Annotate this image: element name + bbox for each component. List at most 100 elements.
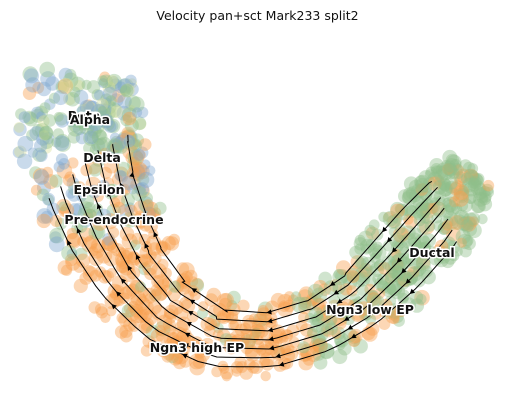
cell-point [223, 338, 240, 355]
cell-point [68, 181, 84, 196]
cell-point [455, 189, 468, 202]
cell-point [227, 290, 241, 305]
cell-point [282, 358, 294, 369]
cell-point [58, 67, 73, 82]
cell-point [472, 186, 487, 200]
cell-point [124, 118, 139, 133]
cell-point [396, 276, 410, 290]
cell-point [270, 292, 286, 308]
cell-point [119, 249, 133, 264]
cell-point [122, 144, 138, 160]
cell-point [438, 183, 453, 197]
stream-arrowhead [266, 309, 272, 315]
cell-point [128, 96, 145, 113]
cell-point [111, 89, 126, 103]
cell-point [302, 353, 315, 366]
cell-point [219, 307, 235, 323]
cell-point [178, 262, 195, 278]
cell-point [102, 93, 115, 106]
cell-point [391, 270, 404, 283]
cell-point [190, 336, 203, 349]
cell-point [168, 233, 180, 246]
cell-point [100, 97, 112, 108]
cell-point [374, 277, 388, 292]
cell-point [403, 176, 419, 191]
cell-point [145, 209, 161, 225]
cell-point [228, 320, 239, 331]
cell-point [188, 353, 205, 370]
cell-point [414, 241, 427, 255]
cell-point [361, 309, 372, 321]
cell-point [217, 312, 228, 323]
cell-point [478, 185, 491, 198]
cell-point [140, 344, 153, 357]
cell-point [146, 235, 162, 251]
cell-point [136, 293, 147, 304]
cell-point [365, 322, 380, 336]
cell-point [187, 276, 199, 287]
cell-point [369, 248, 382, 260]
cell-point [475, 187, 488, 200]
cell-point [166, 332, 183, 348]
stream-arrowhead [391, 247, 398, 253]
cell-point [472, 172, 485, 186]
cell-point [459, 245, 472, 258]
cell-point [162, 348, 175, 361]
cell-point [116, 105, 132, 121]
cell-point [240, 328, 253, 340]
cell-point [451, 214, 468, 231]
cell-point [378, 318, 391, 330]
cell-point [39, 61, 55, 78]
cell-point [424, 169, 436, 180]
cell-point [340, 271, 353, 284]
cell-point [284, 291, 295, 302]
cell-point [477, 213, 488, 225]
chart-title: Velocity pan+sct Mark233 split2 [156, 8, 359, 23]
cell-point [76, 106, 89, 119]
cell-point [391, 266, 406, 281]
cell-point [297, 341, 310, 354]
stream-arrowhead [347, 324, 354, 330]
cell-point [79, 100, 94, 115]
cell-point [126, 283, 140, 297]
cell-point [84, 101, 99, 116]
cell-point [444, 175, 458, 190]
cell-point [420, 250, 431, 261]
cell-point [399, 272, 415, 288]
cell-point [98, 78, 109, 89]
cell-point [450, 180, 465, 195]
cell-point [30, 184, 42, 196]
cell-point [117, 78, 134, 94]
cell-point [64, 68, 77, 81]
cell-point [406, 205, 418, 217]
cell-point [91, 103, 107, 120]
stream-arrowhead [111, 303, 117, 310]
cell-point [219, 333, 233, 346]
cell-point [101, 236, 115, 250]
cell-point [259, 356, 271, 368]
cell-point [321, 313, 332, 324]
cell-point [406, 237, 422, 254]
cell-point [449, 182, 463, 196]
cell-point [72, 121, 87, 135]
cell-point [86, 123, 102, 139]
cell-point [171, 352, 184, 365]
cell-point [18, 111, 31, 124]
cell-point [36, 213, 52, 229]
cell-point [53, 111, 64, 122]
cell-point [382, 210, 399, 227]
stream-arrowhead [107, 191, 113, 197]
stream-arrowhead [186, 321, 192, 327]
cell-point [348, 299, 361, 312]
cell-point [154, 287, 168, 301]
cell-point [122, 128, 134, 139]
cell-point [104, 293, 121, 310]
cell-point [304, 312, 315, 323]
cell-point [349, 245, 363, 259]
cell-point [58, 206, 70, 218]
cell-point [120, 114, 133, 127]
cell-point [352, 296, 369, 312]
cell-point [256, 345, 267, 356]
cell-point [313, 333, 327, 347]
cell-point [402, 187, 417, 202]
